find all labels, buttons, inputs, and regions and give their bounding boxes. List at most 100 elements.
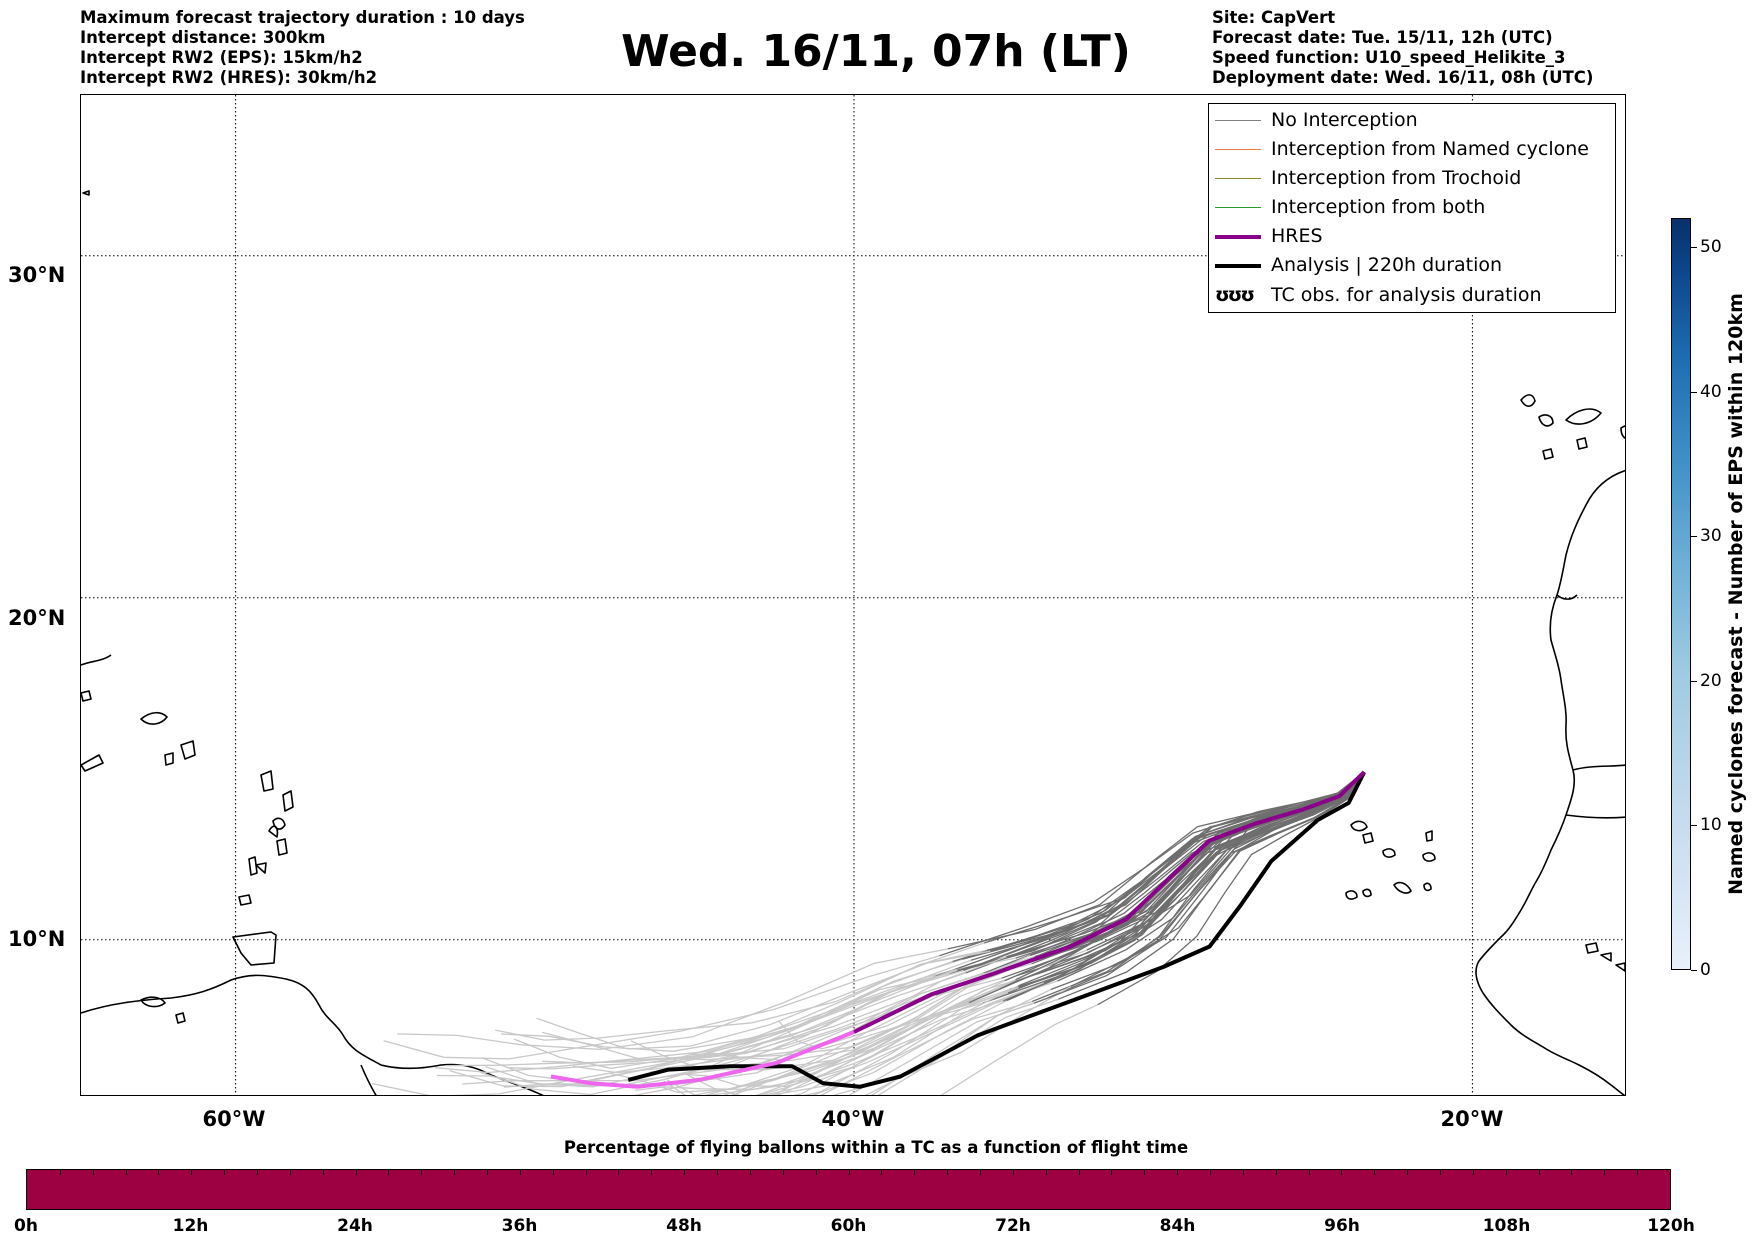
ensemble-member-line — [536, 950, 991, 1050]
island-canary — [1520, 394, 1625, 460]
ensemble-member-line — [704, 980, 1005, 1095]
lat-label-20n: 20°N — [8, 606, 66, 630]
colorbar-tick-label: 50 — [1700, 236, 1722, 257]
colorbar-bottom-minor-tick — [1341, 1170, 1343, 1175]
ensemble-member-line — [877, 998, 1059, 1095]
ensemble-member-line — [986, 771, 1365, 951]
legend-label: HRES — [1271, 225, 1323, 247]
hres-line — [853, 770, 1366, 1034]
colorbar-bottom-minor-tick — [487, 1170, 489, 1175]
colorbar-bottom-title: Percentage of flying ballons within a TC… — [563, 1138, 1189, 1157]
colorbar-bottom-minor-tick — [1571, 1170, 1573, 1175]
island-cape-verde — [1345, 820, 1436, 900]
colorbar-bottom-tick-label: 48h — [666, 1216, 702, 1236]
info-line: Intercept distance: 300km — [80, 28, 326, 47]
info-line: Forecast date: Tue. 15/11, 12h (UTC) — [1212, 28, 1553, 47]
island-antilles — [81, 711, 294, 906]
legend: No Interception Interception from Named … — [1208, 103, 1616, 313]
colorbar-bottom-minor-tick — [388, 1170, 390, 1175]
ensemble-member-line — [772, 1002, 984, 1095]
colorbar-bottom-tick-label: 84h — [1159, 1216, 1196, 1236]
ensemble-member-line — [1097, 771, 1365, 1006]
colorbar-bottom-minor-tick — [125, 1170, 127, 1175]
colorbar-bottom-minor-tick — [651, 1170, 653, 1175]
hres-line-late — [550, 1030, 855, 1089]
colorbar-tick — [1691, 825, 1697, 827]
colorbar-bottom-minor-tick — [454, 1170, 456, 1175]
info-line: Maximum forecast trajectory duration : 1… — [80, 8, 525, 27]
ensemble-member-line — [1003, 771, 1365, 1002]
colorbar-bottom-minor-tick — [158, 1170, 160, 1175]
colorbar-bottom-minor-tick — [782, 1170, 784, 1175]
ensemble-member-line — [864, 988, 1052, 1095]
legend-item: No Interception — [1209, 108, 1615, 134]
ensemble-member-line — [542, 956, 1007, 1064]
colorbar-bottom-minor-tick — [322, 1170, 324, 1175]
lon-label-60w: 60°W — [202, 1107, 266, 1131]
coastlines — [81, 190, 1625, 1095]
colorbar-tick — [1691, 391, 1697, 393]
legend-label: Analysis | 220h duration — [1271, 254, 1503, 276]
info-right: Site: CapVert Forecast date: Tue. 15/11,… — [1212, 8, 1593, 88]
colorbar-bottom-minor-tick — [717, 1170, 719, 1175]
colorbar-bottom-tick-label: 108h — [1482, 1216, 1531, 1236]
hres-trajectory — [550, 770, 1366, 1089]
legend-label: No Interception — [1271, 109, 1418, 131]
colorbar-bottom-tick-label: 96h — [1324, 1216, 1360, 1236]
colorbar-bottom-minor-tick — [848, 1170, 850, 1175]
colorbar-bottom-minor-tick — [1439, 1170, 1441, 1175]
colorbar-bottom-minor-tick — [1472, 1170, 1474, 1175]
colorbar-tick — [1691, 680, 1697, 682]
legend-swatch-both — [1215, 207, 1261, 208]
ensemble-member-line — [503, 972, 987, 1088]
colorbar-bottom-minor-tick — [585, 1170, 587, 1175]
legend-label: Interception from both — [1271, 196, 1486, 218]
colorbar-bottom-minor-tick — [1177, 1170, 1179, 1175]
colorbar-bottom-tick-label: 72h — [995, 1216, 1031, 1236]
colorbar-bottom-minor-tick — [552, 1170, 554, 1175]
legend-item: ʊʊʊ TC obs. for analysis duration — [1209, 283, 1615, 309]
colorbar-bottom-minor-tick — [421, 1170, 423, 1175]
colorbar-bottom-tick-label: 120h — [1647, 1216, 1695, 1236]
colorbar-bottom-tick-label: 12h — [172, 1216, 209, 1236]
colorbar-bottom-minor-tick — [1012, 1170, 1014, 1175]
colorbar-tick-label: 40 — [1700, 381, 1722, 402]
legend-label: Interception from Named cyclone — [1271, 138, 1589, 160]
ensemble-member-line — [573, 960, 1026, 1074]
info-line: Speed function: U10_speed_Helikite_3 — [1212, 48, 1566, 67]
colorbar-bottom-minor-tick — [1637, 1170, 1639, 1175]
ensemble-member-line — [609, 977, 1002, 1093]
colorbar-bottom-tick-label: 60h — [830, 1216, 867, 1236]
colorbar-bottom-tick-label: 0h — [14, 1216, 38, 1236]
colorbar-bottom-minor-tick — [1505, 1170, 1507, 1175]
coastline-africa — [1475, 469, 1625, 1095]
lat-label-10n: 10°N — [8, 927, 66, 951]
lon-label-40w: 40°W — [821, 1107, 885, 1131]
colorbar-bottom-minor-tick — [749, 1170, 751, 1175]
colorbar-bottom-minor-tick — [92, 1170, 94, 1175]
ensemble-member-line — [940, 1004, 1098, 1095]
info-line: Intercept RW2 (EPS): 15km/h2 — [80, 48, 363, 67]
tc-obs-glyph-icon: ʊʊʊ — [1215, 284, 1255, 306]
colorbar-bottom-minor-tick — [979, 1170, 981, 1175]
colorbar-bottom-minor-tick — [1374, 1170, 1376, 1175]
ensemble-member-line — [947, 771, 1365, 950]
colorbar-bottom-tick-label: 24h — [337, 1216, 373, 1236]
info-line: Site: CapVert — [1212, 8, 1336, 27]
coastline-caribbean-edge — [81, 654, 112, 702]
colorbar-tick — [1691, 536, 1697, 538]
colorbar-tick-label: 20 — [1700, 670, 1722, 691]
ensemble-member-line — [1018, 771, 1365, 987]
info-line: Intercept RW2 (HRES): 30km/h2 — [80, 68, 378, 87]
ensemble-member-line — [397, 948, 948, 1051]
legend-label: Interception from Trochoid — [1271, 167, 1522, 189]
colorbar-bottom-minor-tick — [618, 1170, 620, 1175]
colorbar-bottom-minor-tick — [1308, 1170, 1310, 1175]
colorbar-bottom-minor-tick — [355, 1170, 357, 1175]
colorbar-bottom-minor-tick — [191, 1170, 193, 1175]
ensemble-member-line — [372, 976, 933, 1095]
legend-item: Interception from both — [1209, 195, 1615, 221]
colorbar-bottom-minor-tick — [1604, 1170, 1606, 1175]
coastline-africa-detail — [1556, 594, 1625, 819]
legend-item: Interception from Trochoid — [1209, 166, 1615, 192]
